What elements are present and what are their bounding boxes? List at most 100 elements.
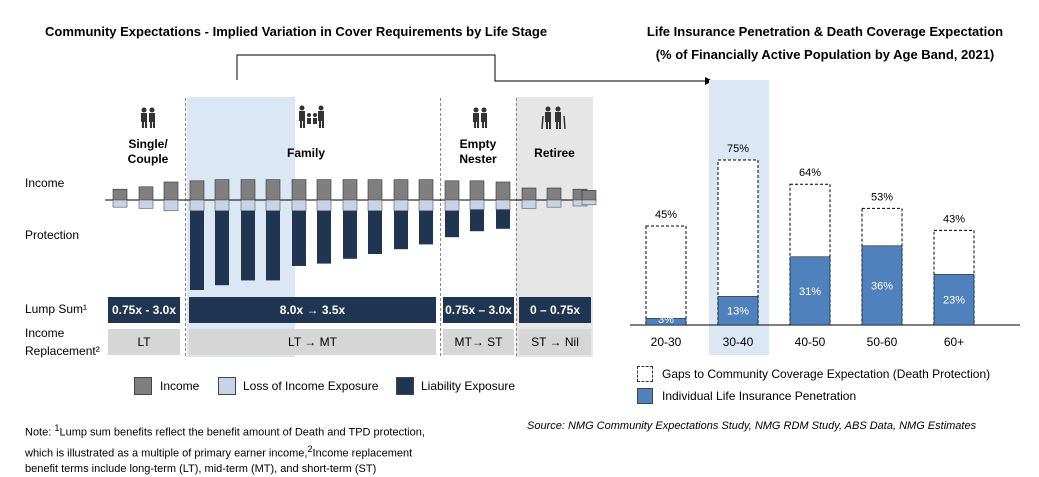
income-bar xyxy=(112,188,128,201)
penetration-label: 3% xyxy=(658,314,674,326)
income-bar xyxy=(342,179,358,201)
row-label-protection: Protection xyxy=(25,228,80,242)
loss-of-income-bar xyxy=(418,199,434,212)
income-bar xyxy=(444,180,460,201)
income-replacement-single-couple: LT xyxy=(108,329,180,355)
penetration-bar xyxy=(717,296,759,326)
penetration-bar xyxy=(645,318,687,326)
legend-swatch-loss-of-income xyxy=(218,377,236,395)
penetration-label: 23% xyxy=(943,295,965,307)
category-label: 40-50 xyxy=(795,335,826,349)
category-label: 20-30 xyxy=(651,335,682,349)
income-bar xyxy=(581,190,597,201)
income-bar xyxy=(189,180,205,201)
total-label: 64% xyxy=(799,167,821,179)
separator-3 xyxy=(516,98,517,356)
penetration-label: 31% xyxy=(799,286,821,298)
penetration-label: 13% xyxy=(727,306,749,318)
row-label-income: Income xyxy=(25,176,65,190)
liability-bar xyxy=(241,210,255,281)
loss-of-income-bar xyxy=(163,199,179,212)
lump-sum-retiree: 0 – 0.75x xyxy=(519,297,591,323)
income-bar xyxy=(316,179,332,201)
footnote-text-4: benefit terms include long-term (LT), mi… xyxy=(25,463,377,476)
loss-of-income-bar xyxy=(546,199,562,208)
footnote-text-2: which is illustrated as a multiple of pr… xyxy=(25,447,308,460)
loss-of-income-bar xyxy=(316,199,332,212)
separator-2 xyxy=(440,98,441,356)
couple-icon xyxy=(141,107,155,128)
footnote-text-1: Lump sum benefits reflect the benefit am… xyxy=(59,426,425,439)
source-note: Source: NMG Community Expectations Study… xyxy=(527,420,977,432)
lump-sum-single-couple: 0.75x - 3.0x xyxy=(108,297,180,323)
income-bar xyxy=(163,181,179,201)
family-icon xyxy=(299,105,324,128)
footnote-prefix: Note: xyxy=(25,426,52,439)
legend-label-loss-of-income: Loss of Income Exposure xyxy=(243,379,379,393)
income-bar xyxy=(418,179,434,201)
liability-bar xyxy=(292,210,306,266)
total-label: 75% xyxy=(727,143,749,155)
income-bar xyxy=(495,181,511,201)
income-replacement-retiree: ST → Nil xyxy=(519,329,591,355)
loss-of-income-bar xyxy=(112,199,128,208)
right-chart-title-line2: (% of Financially Active Population by A… xyxy=(655,47,995,62)
stage-label-empty-nester: Empty Nester xyxy=(459,137,497,166)
stage-label-family: Family xyxy=(286,146,325,160)
loss-of-income-bar xyxy=(521,199,537,209)
total-label: 43% xyxy=(943,213,965,225)
income-bar xyxy=(393,179,409,201)
total-label: 45% xyxy=(655,209,677,221)
total-label: 53% xyxy=(871,191,893,203)
gap-bar xyxy=(645,225,687,326)
loss-of-income-bar xyxy=(291,199,307,212)
income-bar xyxy=(138,186,154,201)
liability-bar xyxy=(215,210,229,286)
lump-sum-family: 8.0x → 3.5x xyxy=(189,297,436,323)
loss-of-income-bar xyxy=(189,199,205,212)
legend-swatch-liability xyxy=(396,377,414,395)
loss-of-income-bar xyxy=(469,199,485,210)
income-bar xyxy=(265,179,281,201)
category-label: 50-60 xyxy=(867,335,898,349)
footnote-text-3: Income replacement xyxy=(312,447,413,460)
income-bar xyxy=(214,179,230,201)
loss-of-income-bar xyxy=(240,199,256,212)
category-label: 60+ xyxy=(944,335,964,349)
liability-bar xyxy=(445,210,459,238)
penetration-bar xyxy=(789,256,831,326)
loss-of-income-bar xyxy=(138,199,154,209)
liability-bar xyxy=(266,210,280,281)
loss-of-income-bar xyxy=(342,199,358,212)
loss-of-income-bar xyxy=(367,199,383,212)
footnote: Note: 1Lump sum benefits reflect the ben… xyxy=(25,423,425,476)
legend-swatch-gap xyxy=(637,366,653,382)
legend-label-liability: Liability Exposure xyxy=(421,379,516,393)
legend-swatch-penetration xyxy=(637,388,653,404)
row-label-lump-sum: Lump Sum¹ xyxy=(25,302,88,316)
liability-bar xyxy=(343,210,357,259)
liability-bar xyxy=(190,210,204,290)
liability-bar xyxy=(419,210,433,245)
couple-icon-empty-nester xyxy=(473,107,487,128)
liability-bar xyxy=(470,209,484,232)
lump-sum-empty-nester: 0.75x – 3.0x xyxy=(443,297,514,323)
loss-of-income-bar xyxy=(214,199,230,212)
income-replacement-family: LT → MT xyxy=(189,329,436,355)
cover-requirements-chart xyxy=(105,179,597,290)
income-bar xyxy=(469,180,485,201)
legend-swatch-income xyxy=(134,377,152,395)
loss-of-income-bar xyxy=(444,199,460,212)
liability-bar xyxy=(496,209,510,229)
row-label-income-replacement: Income Replacement² xyxy=(25,326,100,358)
income-replacement-empty-nester: MT→ ST xyxy=(443,329,514,355)
liability-bar xyxy=(394,210,408,250)
liability-bar xyxy=(317,210,331,264)
left-chart-title: Community Expectations - Implied Variati… xyxy=(45,24,548,39)
loss-of-income-bar xyxy=(581,199,597,206)
legend-label-penetration: Individual Life Insurance Penetration xyxy=(662,389,857,403)
penetration-bar xyxy=(933,274,975,326)
legend-label-gap: Gaps to Community Coverage Expectation (… xyxy=(662,367,991,381)
loss-of-income-bar xyxy=(393,199,409,212)
penetration-bar xyxy=(861,245,903,326)
